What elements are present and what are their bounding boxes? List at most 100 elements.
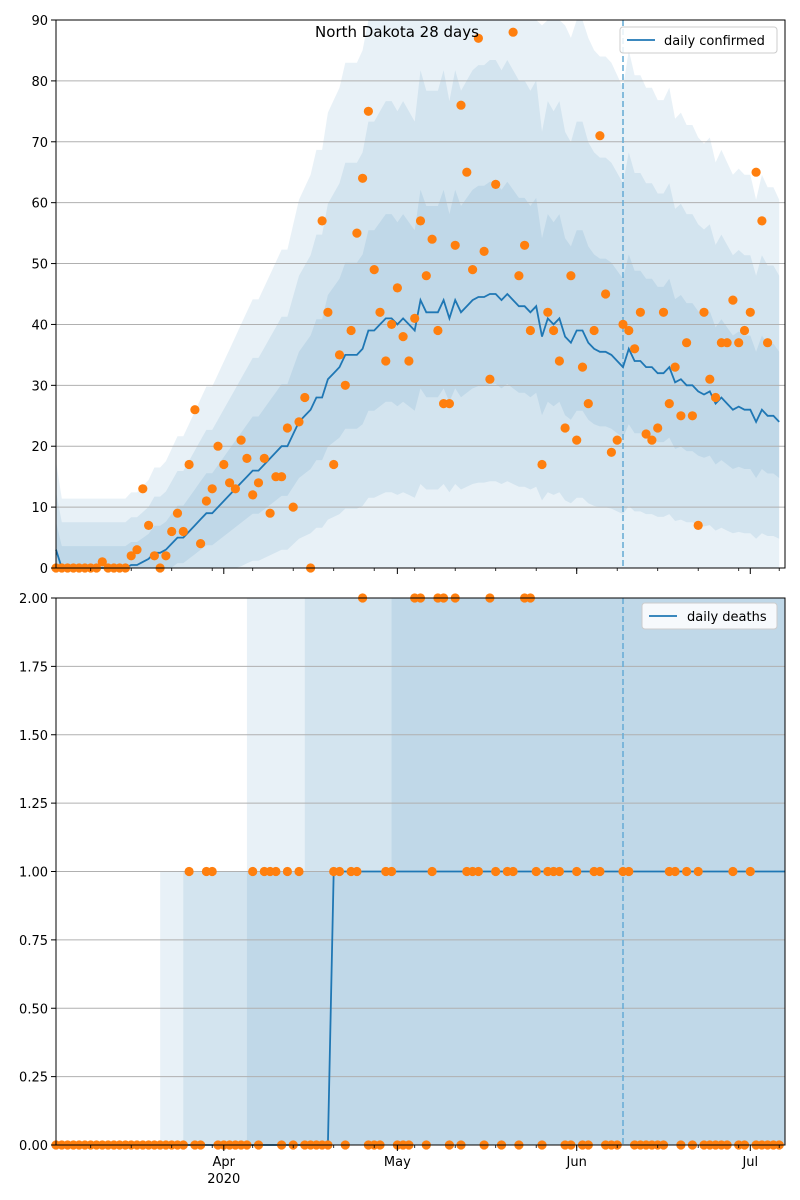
observation-point <box>624 325 634 336</box>
observation-point <box>259 453 269 463</box>
observation-point <box>138 484 148 494</box>
observation-point <box>635 307 646 317</box>
observation-point <box>248 490 258 500</box>
observation-point <box>739 325 750 336</box>
observation-point <box>473 33 483 43</box>
observation-point <box>560 423 570 433</box>
observation-point <box>670 362 680 372</box>
y-tick-label: 1.00 <box>19 866 48 881</box>
observation-point <box>572 435 582 445</box>
observation-point <box>676 411 686 421</box>
observation-point <box>201 496 211 506</box>
observation-point <box>329 459 339 470</box>
observation-point <box>462 167 472 177</box>
observation-point <box>190 405 200 415</box>
observation-point <box>450 240 460 250</box>
y-tick-label: 60 <box>31 197 48 212</box>
y-tick-label: 20 <box>31 440 48 455</box>
observation-point <box>340 380 350 390</box>
observation-point <box>572 866 582 877</box>
observation-point <box>334 350 345 360</box>
confirmed-band-inner <box>56 181 780 568</box>
observation-point <box>352 228 362 238</box>
observation-point <box>751 167 761 177</box>
observation-point <box>473 866 483 877</box>
observation-point <box>728 866 738 877</box>
observation-point <box>664 399 674 409</box>
observation-point <box>456 100 466 110</box>
y-tick-label: 0 <box>40 562 48 577</box>
observation-point <box>520 240 530 250</box>
observation-point <box>184 459 194 470</box>
observation-point <box>658 307 669 317</box>
observation-point <box>207 866 217 877</box>
observation-point <box>711 392 721 403</box>
observation-point <box>514 271 524 281</box>
observation-point <box>242 453 252 463</box>
x-tick-label: May <box>384 1155 411 1170</box>
y-tick-label: 90 <box>31 14 48 29</box>
observation-point <box>300 392 310 403</box>
observation-point <box>161 551 171 561</box>
observation-point <box>612 435 622 445</box>
observation-point <box>531 866 541 877</box>
observation-point <box>207 484 217 494</box>
observation-point <box>589 325 599 336</box>
observation-point <box>149 551 159 561</box>
observation-point <box>219 459 229 470</box>
observation-point <box>178 526 188 537</box>
observation-point <box>184 866 194 877</box>
y-tick-label: 0.50 <box>19 1002 48 1017</box>
observation-point <box>363 106 373 116</box>
observation-point <box>757 216 767 226</box>
observation-point <box>566 271 576 281</box>
observation-point <box>734 338 744 348</box>
observation-point <box>641 429 651 439</box>
observation-point <box>647 435 657 445</box>
observation-point <box>618 319 628 329</box>
observation-point <box>323 307 333 317</box>
observation-point <box>427 234 437 244</box>
observation-point <box>554 866 565 877</box>
observation-point <box>595 866 605 877</box>
observation-point <box>144 520 154 531</box>
observation-point <box>248 866 258 877</box>
observation-point <box>577 362 588 372</box>
observation-point <box>433 325 443 336</box>
observation-point <box>508 866 518 877</box>
observation-point <box>126 551 136 561</box>
y-tick-label: 2.00 <box>19 592 48 607</box>
confirmed-y-axis: 0 10 20 30 40 50 60 70 80 90 <box>31 14 56 577</box>
observation-point <box>745 866 755 877</box>
observation-point <box>763 338 773 348</box>
confirmed-legend: daily confirmed <box>619 26 778 54</box>
confirmed-observations <box>51 27 773 573</box>
y-tick-label: 0.00 <box>19 1139 48 1154</box>
observation-point <box>271 866 281 877</box>
observation-point <box>230 484 240 494</box>
observation-point <box>97 557 107 567</box>
confirmed-band-outer <box>56 20 780 568</box>
y-tick-label: 1.25 <box>19 797 48 812</box>
observation-point <box>682 338 692 348</box>
y-tick-label: 80 <box>31 75 48 90</box>
observation-point <box>670 866 680 877</box>
y-tick-label: 50 <box>31 258 48 273</box>
observation-point <box>491 179 501 189</box>
legend-label-confirmed: daily confirmed <box>664 34 765 49</box>
observation-point <box>525 325 536 336</box>
observation-point <box>288 502 298 512</box>
observation-point <box>699 307 709 317</box>
observation-point <box>606 447 617 457</box>
observation-point <box>346 325 356 336</box>
observation-point <box>595 131 605 141</box>
observation-point <box>583 399 593 409</box>
x-tick-label: Jun <box>566 1155 587 1170</box>
observation-point <box>444 399 454 409</box>
observation-point <box>392 283 402 293</box>
deaths-y-axis: 0.00 0.25 0.50 0.75 1.00 1.25 1.50 1.75 2.00 <box>19 592 56 1154</box>
observation-point <box>745 307 755 317</box>
observation-point <box>132 545 142 555</box>
observation-point <box>485 374 495 384</box>
